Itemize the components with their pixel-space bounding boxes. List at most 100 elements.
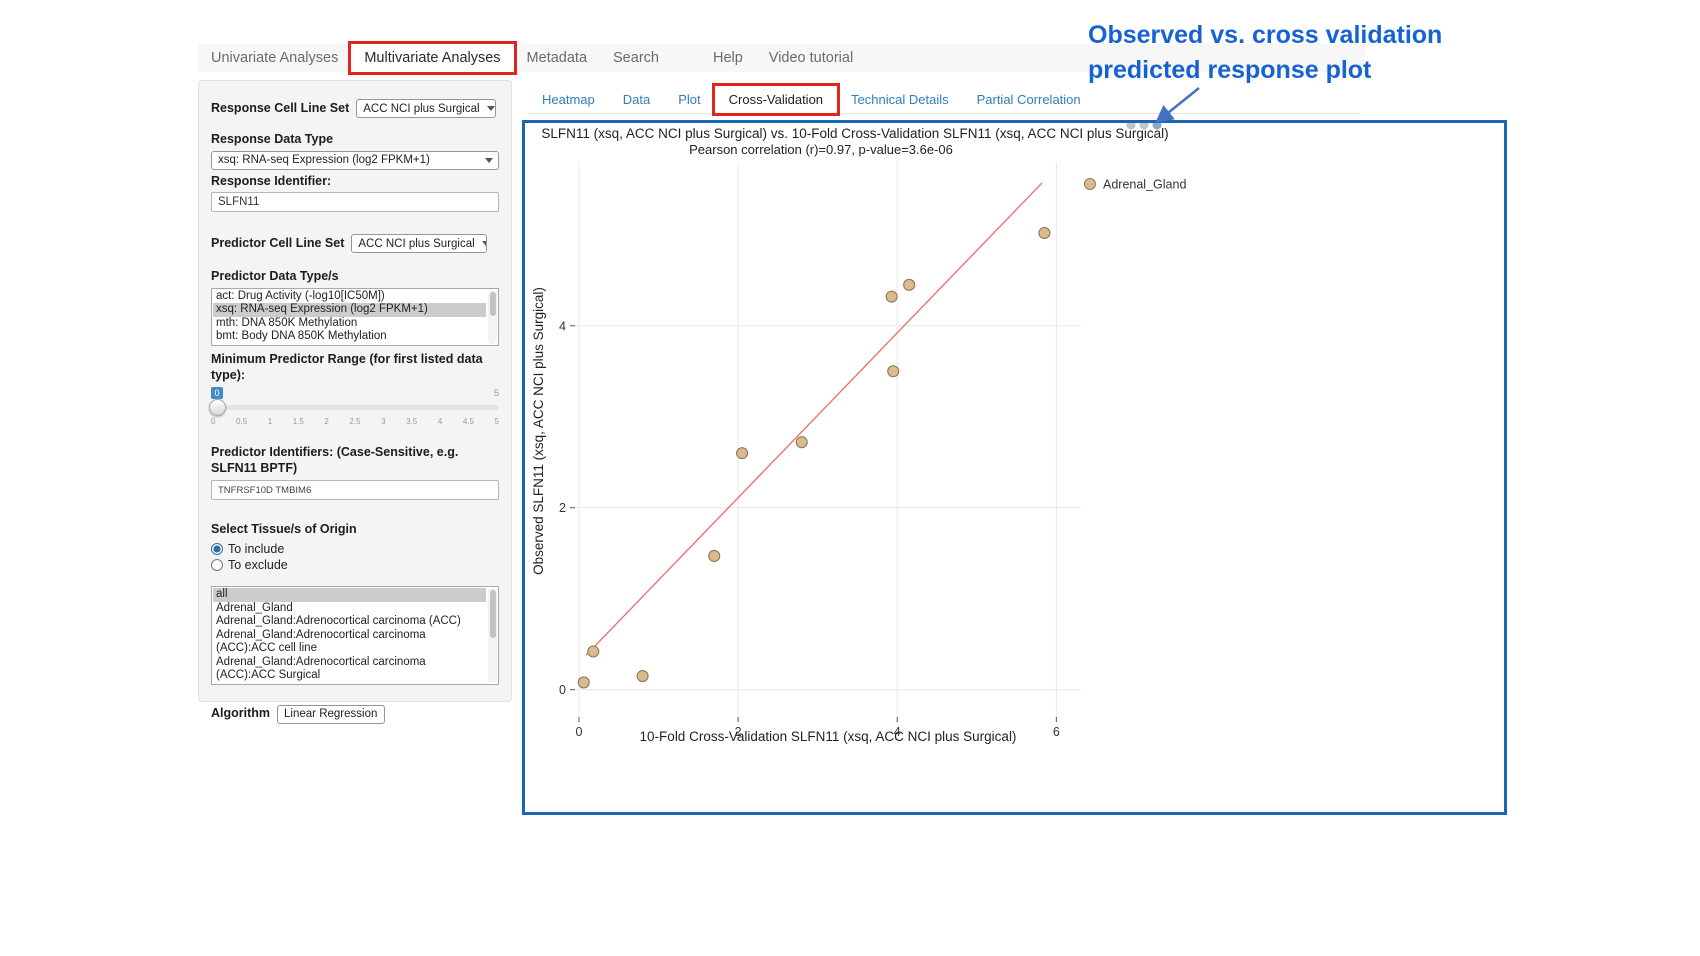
data-point[interactable]	[1038, 226, 1051, 240]
nav-item-multivariate-analyses[interactable]: Multivariate Analyses	[348, 41, 517, 75]
slider-tick-label: 5	[494, 417, 499, 427]
radio-label: To include	[228, 542, 285, 556]
nav-item-search[interactable]: Search	[613, 50, 659, 66]
tissue-radio-group: To include To exclude	[211, 542, 499, 572]
predictor-identifiers-label: Predictor Identifiers: (Case-Sensitive, …	[211, 445, 459, 475]
predictor-cell-line-set-label: Predictor Cell Line Set	[211, 235, 345, 250]
nav-item-video-tutorial[interactable]: Video tutorial	[768, 50, 854, 66]
response-data-type-select[interactable]: xsq: RNA-seq Expression (log2 FPKM+1)	[211, 150, 499, 170]
data-point[interactable]	[577, 676, 590, 689]
tissue-origin-items: all Adrenal_Gland Adrenal_Gland:Adrenocort…	[213, 588, 486, 683]
response-cell-line-set-select[interactable]: ACC NCI plus Surgical	[356, 99, 497, 118]
list-option-xsq-rna-seq-expression-log2-fpkm-1[interactable]: xsq: RNA-seq Expression (log2 FPKM+1)	[213, 303, 486, 317]
scrollbar-thumb[interactable]	[489, 291, 496, 316]
regression-line	[585, 182, 1043, 656]
slider-tick-label: 1	[267, 417, 273, 427]
legend-marker[interactable]	[1084, 178, 1096, 190]
subtab-divider	[528, 113, 1360, 114]
predictor-data-type-items: act: Drug Activity (-log10[IC50M]) xsq: R…	[213, 290, 486, 344]
slider-tick-label: 4	[437, 417, 443, 427]
response-data-type-label: Response Data Type	[211, 132, 334, 146]
response-identifier-input[interactable]	[211, 192, 499, 213]
list-option-adrenal-gland-adrenocortical-carcinoma-a[interactable]: Adrenal_Gland:Adrenocortical carcinoma (…	[216, 628, 426, 655]
modebar-icon[interactable]	[1126, 123, 1136, 130]
algorithm-select[interactable]: Linear Regression	[277, 704, 386, 724]
data-point[interactable]	[887, 365, 900, 378]
subtab-heatmap[interactable]: Heatmap	[542, 92, 595, 107]
cross-validation-panel: 0 2 4 6 0 2 4 SLFN11 (xsq, ACC NCI plus Surgica…	[522, 120, 1507, 815]
data-point[interactable]	[636, 670, 649, 683]
min-predictor-range-slider[interactable]: 0 5 0 0.5 1 1.5 2 2.5 3 3.5 4 4.5 5	[209, 387, 499, 433]
top-nav: Univariate Analyses Multivariate Analyses…	[198, 41, 1365, 75]
list-option-bmt-body-dna-850k-methylation[interactable]: bmt: Body DNA 850K Methylation	[216, 330, 387, 343]
x-tick-label: 4	[894, 725, 901, 739]
data-point[interactable]	[708, 549, 721, 563]
x-axis-label: 10-Fold Cross-Validation SLFN11 (xsq, AC…	[640, 729, 1017, 744]
data-point[interactable]	[903, 278, 916, 291]
list-option-mth-dna-850k-methylation[interactable]: mth: DNA 850K Methylation	[216, 316, 358, 329]
chevron-down-icon	[486, 106, 495, 111]
x-tick-label: 2	[735, 725, 742, 739]
predictor-cell-line-set-select[interactable]: ACC NCI plus Surgical	[351, 234, 488, 254]
radio-to-exclude[interactable]: To exclude	[211, 558, 499, 572]
radio-input-to-exclude[interactable]	[211, 559, 223, 571]
modebar-icon[interactable]	[1139, 123, 1149, 130]
nav-item-help[interactable]: Help	[712, 50, 743, 66]
subtab-technical-details[interactable]: Technical Details	[851, 92, 949, 107]
slider-max-label: 5	[493, 388, 499, 399]
subtab-cross-validation[interactable]: Cross-Validation	[711, 83, 841, 116]
slider-tick-label: 2	[324, 417, 329, 427]
scrollbar[interactable]	[488, 289, 497, 344]
nav-item-univariate-analyses[interactable]: Univariate Analyses	[211, 50, 339, 66]
radio-to-include[interactable]: To include	[211, 542, 499, 556]
y-tick-label: 4	[559, 319, 566, 333]
selected-value: ACC NCI plus Surgical	[363, 102, 480, 115]
radio-input-to-include[interactable]	[211, 543, 223, 555]
slider-handle[interactable]	[209, 398, 226, 416]
legend-label[interactable]: Adrenal_Gland	[1103, 178, 1186, 192]
tissue-origin-label: Select Tissue/s of Origin	[211, 522, 357, 537]
y-tick-label: 0	[559, 683, 566, 697]
subtab-partial-correlation[interactable]: Partial Correlation	[976, 92, 1081, 107]
predictor-data-type-label: Predictor Data Type/s	[211, 269, 339, 284]
chevron-down-icon	[485, 157, 493, 163]
selected-value: Linear Regression	[284, 708, 378, 720]
scrollbar-thumb[interactable]	[489, 590, 496, 638]
radio-label: To exclude	[228, 558, 288, 572]
chevron-down-icon	[481, 241, 487, 247]
subtab-data[interactable]: Data	[622, 92, 651, 107]
slider-tick-label: 0.5	[236, 417, 248, 427]
plot-title: SLFN11 (xsq, ACC NCI plus Surgical) vs. …	[541, 126, 1168, 141]
slider-tick-label: 1.5	[292, 417, 304, 427]
data-point[interactable]	[736, 447, 749, 460]
subtab-plot[interactable]: Plot	[678, 92, 701, 107]
cross-validation-plot: 0 2 4 6 0 2 4 SLFN11 (xsq, ACC NCI plus Surgica…	[531, 123, 1186, 744]
list-option-all[interactable]: all	[213, 588, 486, 602]
modebar-icon[interactable]	[1152, 123, 1162, 130]
slider-tick-label: 4.5	[462, 417, 474, 427]
predictor-data-type-list[interactable]: act: Drug Activity (-log10[IC50M]) xsq: R…	[211, 287, 499, 346]
data-point[interactable]	[795, 436, 808, 449]
data-point[interactable]	[587, 645, 600, 658]
y-tick-label: 2	[559, 501, 566, 515]
tissue-origin-list[interactable]: all Adrenal_Gland Adrenal_Gland:Adrenocort…	[211, 586, 499, 685]
slider-tick-labels: 0 0.5 1 1.5 2 2.5 3 3.5 4 4.5 5	[211, 417, 499, 426]
list-option-act-drug-activity-log10-ic50m[interactable]: act: Drug Activity (-log10[IC50M])	[216, 289, 385, 302]
data-point[interactable]	[885, 290, 898, 303]
slider-track[interactable]	[211, 405, 499, 411]
predictor-identifiers-input[interactable]	[211, 480, 499, 501]
response-cell-line-set-label: Response Cell Line Set	[211, 100, 350, 115]
slider-value-badge: 0	[211, 387, 224, 400]
nav-item-metadata[interactable]: Metadata	[526, 50, 588, 66]
x-tick-label: 6	[1053, 725, 1060, 739]
y-axis-label: Observed SLFN11 (xsq, ACC NCI plus Surgi…	[531, 287, 546, 575]
selected-value: xsq: RNA-seq Expression (log2 FPKM+1)	[218, 154, 430, 167]
x-tick-label: 0	[576, 725, 583, 739]
list-option-adrenal-gland[interactable]: Adrenal_Gland	[216, 601, 293, 614]
list-option-adrenal-gland-adrenocortical-carcinoma-a[interactable]: Adrenal_Gland:Adrenocortical carcinoma (…	[216, 615, 461, 627]
list-option-adrenal-gland-adrenocortical-carcinoma-a[interactable]: Adrenal_Gland:Adrenocortical carcinoma (…	[216, 655, 426, 682]
slider-tick-label: 2.5	[349, 417, 361, 427]
slider-tick-label: 3.5	[406, 417, 418, 427]
annotation-arrow-icon	[1154, 86, 1200, 124]
scrollbar[interactable]	[488, 588, 497, 683]
